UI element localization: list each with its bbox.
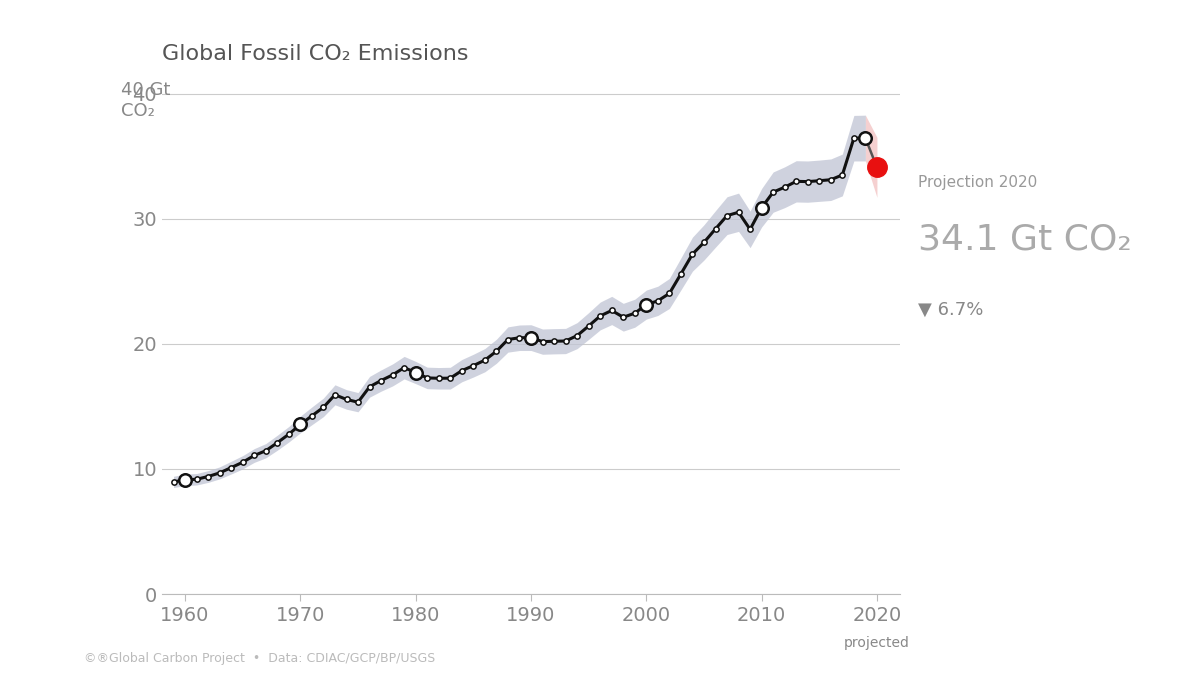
Text: Projection 2020: Projection 2020 [918, 176, 1037, 190]
Text: 40 Gt
CO₂: 40 Gt CO₂ [121, 81, 170, 121]
Text: Global Fossil CO₂ Emissions: Global Fossil CO₂ Emissions [162, 44, 468, 64]
Text: projected: projected [844, 636, 910, 649]
Text: ©®Global Carbon Project  •  Data: CDIAC/GCP/BP/USGS: ©®Global Carbon Project • Data: CDIAC/GC… [84, 652, 436, 665]
Text: 34.1 Gt CO₂: 34.1 Gt CO₂ [918, 223, 1132, 256]
Text: ▼ 6.7%: ▼ 6.7% [918, 300, 983, 319]
